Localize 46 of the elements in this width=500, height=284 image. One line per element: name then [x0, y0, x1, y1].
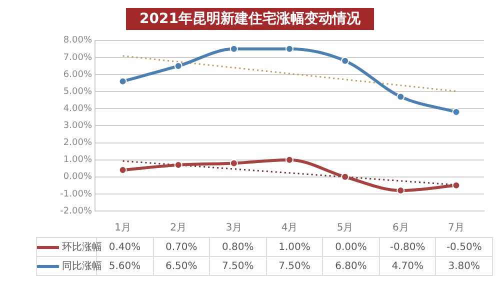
x-tick-label: 2月 — [170, 222, 187, 234]
legend-label: 同比涨幅 — [62, 261, 102, 272]
data-label: 6.80% — [322, 256, 380, 276]
x-tick-label: 4月 — [281, 222, 298, 234]
point — [230, 44, 238, 53]
y-tick-label: 3.00% — [63, 121, 92, 132]
x-tick-label: 5月 — [336, 222, 354, 234]
point — [118, 77, 127, 86]
y-tick-label: 7.00% — [63, 52, 92, 63]
data-label: 4.70% — [379, 256, 436, 276]
data-label: 7.50% — [266, 256, 323, 276]
point — [341, 56, 350, 65]
y-tick-label: 1.00% — [63, 155, 92, 166]
y-tick-label: 2.00% — [63, 138, 92, 148]
data-label: 6.50% — [153, 256, 210, 276]
chart-title: 2021年昆明新建住宅涨幅变动情况 — [126, 8, 374, 30]
data-label: 0.40% — [108, 242, 141, 252]
legend-label: 环比涨幅 — [62, 242, 102, 253]
data-label: 1.00% — [266, 238, 323, 256]
y-tick-label: 5.00% — [63, 86, 92, 97]
point — [286, 156, 294, 164]
y-tick-label: 4.00% — [63, 104, 92, 114]
point — [174, 62, 182, 70]
point — [341, 172, 350, 181]
data-label: 0.70% — [153, 238, 210, 256]
data-label: 3.80% — [436, 256, 492, 276]
data-label: -0.50% — [436, 238, 492, 256]
data-label: 0.00% — [322, 238, 380, 256]
data-label: 5.60% — [108, 260, 141, 272]
x-tick-label: 7月 — [448, 222, 464, 234]
point — [396, 92, 405, 101]
y-tick-label: -1.00% — [60, 189, 92, 200]
data-label: -0.80% — [379, 238, 436, 256]
data-label: 7.50% — [210, 256, 266, 276]
point — [452, 181, 460, 190]
y-tick-label: 8.00% — [63, 36, 92, 46]
y-tick-label: -2.00% — [60, 206, 92, 216]
point — [286, 44, 294, 53]
x-tick-label: 3月 — [226, 222, 242, 234]
y-tick-label: 6.00% — [63, 70, 92, 80]
data-label: 0.80% — [210, 238, 266, 256]
x-tick-label: 6月 — [392, 222, 409, 234]
point — [230, 159, 238, 168]
x-tick-label: 1月 — [114, 222, 131, 234]
y-tick-label: 0.00% — [63, 172, 92, 182]
point — [396, 186, 405, 195]
